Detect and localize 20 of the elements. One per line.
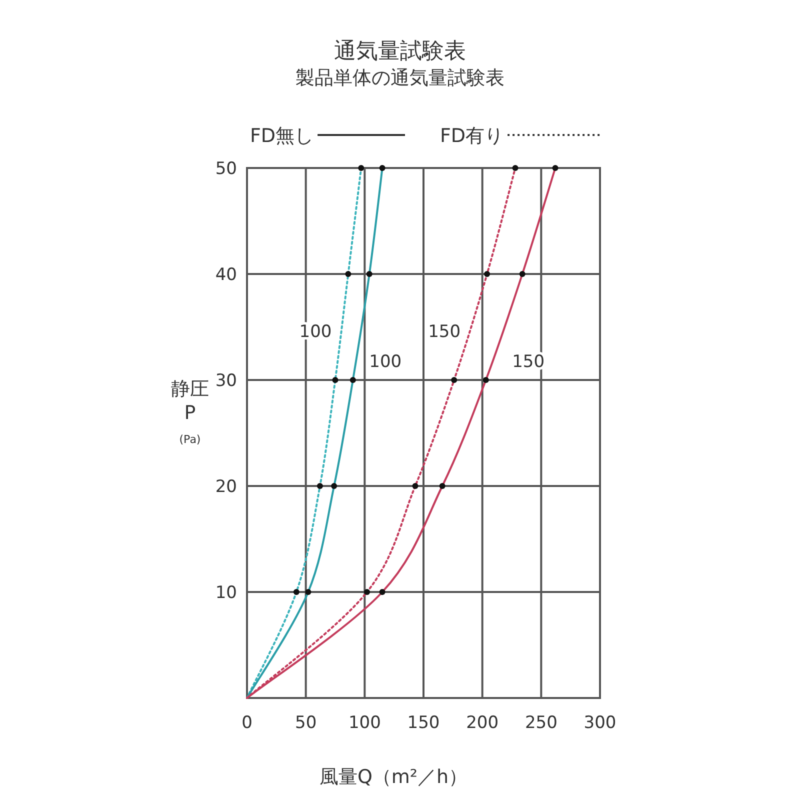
- x-tick-label: 150: [407, 713, 440, 733]
- x-tick-label: 50: [295, 713, 317, 733]
- x-tick-label: 100: [348, 713, 381, 733]
- y-tick-label: 50: [215, 159, 237, 179]
- x-tick-label: 250: [524, 713, 558, 733]
- x-tick-label: 200: [466, 713, 499, 733]
- chart-title: 通気量試験表: [334, 39, 466, 64]
- y-tick-label: 30: [215, 371, 237, 391]
- text: FD有り: [440, 125, 504, 147]
- y-tick-label: 40: [215, 265, 237, 285]
- x-axis-title: 風量Q（m²／h）: [319, 766, 468, 788]
- x-tick-label: 300: [584, 713, 616, 733]
- series-label: 150: [428, 322, 461, 342]
- y-axis-title: 静圧 P (Pa): [171, 378, 209, 446]
- chart-subtitle: 製品単体の通気量試験表: [296, 67, 504, 89]
- text: FD無し: [250, 125, 314, 147]
- y-tick-label: 20: [215, 477, 237, 497]
- y-tick-label: 10: [215, 583, 237, 603]
- series-label: 100: [369, 352, 402, 372]
- x-tick-label: 0: [242, 713, 252, 733]
